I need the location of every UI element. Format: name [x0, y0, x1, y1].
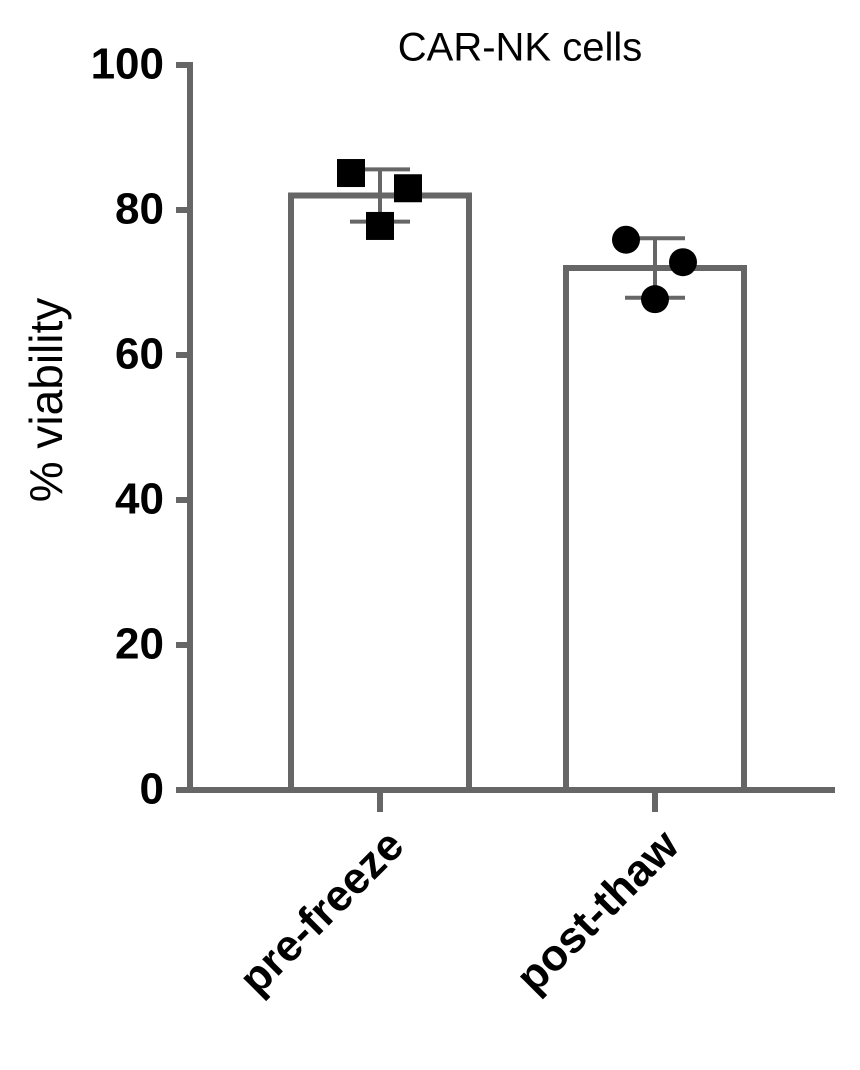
- data-point: [641, 285, 669, 314]
- y-tick-label: 80: [115, 185, 164, 234]
- y-tick-label: 20: [115, 620, 164, 669]
- data-point: [366, 211, 394, 240]
- data-point: [337, 159, 365, 188]
- data-point: [394, 174, 422, 203]
- data-point: [612, 225, 640, 254]
- y-tick-label: 60: [115, 330, 164, 379]
- y-tick-label: 40: [115, 475, 164, 524]
- x-tick-label: pre-freeze: [230, 821, 413, 1004]
- y-tick-label: 100: [91, 40, 164, 89]
- chart-title: CAR-NK cells: [398, 26, 642, 70]
- y-axis-label: % viability: [20, 298, 72, 503]
- bar: [563, 265, 747, 793]
- data-point: [669, 248, 697, 277]
- bar: [288, 192, 472, 793]
- y-tick-label: 0: [140, 765, 164, 814]
- x-tick-label: post-thaw: [507, 820, 689, 1002]
